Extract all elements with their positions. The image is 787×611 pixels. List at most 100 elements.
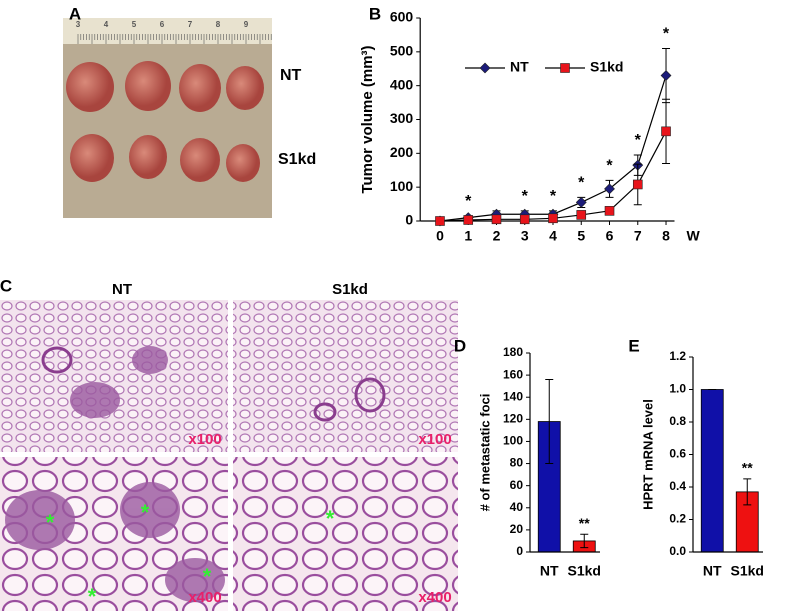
- annotation: *: [522, 188, 529, 205]
- panel-label: E: [628, 336, 639, 355]
- x-axis-label: W: [687, 228, 701, 244]
- ruler-number: 7: [188, 20, 193, 29]
- group-label: NT: [112, 281, 132, 298]
- y-tick-label: 0.4: [669, 479, 686, 493]
- point: [604, 183, 615, 195]
- y-tick-label: 0.2: [669, 512, 686, 526]
- annotation: **: [742, 460, 753, 476]
- y-tick-label: 0.6: [669, 447, 686, 461]
- magnification: x400: [418, 589, 451, 606]
- y-tick-label: 80: [510, 456, 524, 470]
- magnification: x100: [418, 431, 451, 448]
- ruler-number: 3: [76, 20, 81, 29]
- point: [463, 215, 474, 225]
- x-tick-label: 0: [436, 228, 444, 244]
- y-tick-label: 600: [390, 9, 414, 25]
- group-label: S1kd: [332, 281, 368, 298]
- y-tick-label: 40: [510, 500, 524, 514]
- x-tick-label: 1: [464, 228, 472, 244]
- vessels: [41, 346, 386, 422]
- x-tick-label: 5: [577, 228, 585, 244]
- y-tick-label: 200: [390, 144, 414, 160]
- lesion-marker: *: [46, 510, 55, 535]
- annotation: *: [550, 188, 557, 205]
- annotation: *: [635, 132, 642, 149]
- y-tick-label: 100: [503, 434, 523, 448]
- ruler: [63, 18, 272, 44]
- annotation: *: [606, 158, 613, 175]
- y-tick-label: 300: [390, 110, 414, 126]
- point: [660, 70, 672, 81]
- annotation: *: [578, 175, 585, 192]
- micrograph: [233, 300, 458, 452]
- x-tick-label: 4: [549, 228, 557, 244]
- y-axis-label: HPRT mRNA level: [640, 399, 655, 510]
- point: [548, 213, 558, 224]
- legend-marker: [479, 62, 491, 74]
- lesion-marker: *: [141, 500, 150, 525]
- lesions: [5, 346, 225, 602]
- y-axis-label: # of metastatic foci: [477, 394, 492, 512]
- point: [519, 214, 530, 225]
- y-tick-label: 120: [503, 412, 523, 426]
- group-label: S1kd: [278, 151, 316, 168]
- ruler-number: 4: [104, 20, 109, 29]
- x-tick-label: S1kd: [731, 563, 764, 579]
- micrograph: [233, 457, 458, 611]
- ruler-number: 8: [216, 20, 221, 29]
- panel-label: D: [454, 336, 466, 355]
- error-bar: [743, 478, 752, 506]
- ruler-number: 6: [160, 20, 165, 29]
- bar: [700, 389, 724, 553]
- point: [435, 216, 445, 226]
- micrograph: [0, 300, 228, 452]
- panel-label: C: [0, 276, 12, 295]
- lesion-marker: *: [88, 584, 97, 609]
- x-tick-label: 8: [662, 228, 670, 244]
- y-tick-label: 0.0: [669, 544, 686, 558]
- y-tick-label: 180: [503, 345, 523, 359]
- x-tick-label: S1kd: [568, 563, 601, 579]
- point: [575, 196, 587, 208]
- y-tick-label: 60: [510, 478, 524, 492]
- point: [491, 214, 502, 225]
- x-tick-label: NT: [703, 563, 722, 579]
- lesion-marker: *: [326, 506, 335, 531]
- panel-label: A: [69, 4, 81, 23]
- tumors: [66, 61, 264, 182]
- y-tick-label: 1.0: [669, 382, 686, 396]
- annotation: **: [579, 515, 590, 531]
- y-tick-label: 0: [516, 544, 523, 558]
- ruler-number: 5: [132, 20, 137, 29]
- y-tick-label: 160: [503, 367, 523, 381]
- error-bar: [580, 533, 589, 549]
- annotation: *: [465, 193, 472, 210]
- series-line: [439, 131, 667, 222]
- y-tick-label: 140: [503, 389, 523, 403]
- panel-label: B: [369, 4, 381, 23]
- y-tick-label: 500: [390, 43, 414, 59]
- legend-label: S1kd: [590, 59, 623, 75]
- ruler-number: 9: [244, 20, 249, 29]
- legend-label: NT: [510, 59, 529, 75]
- y-axis-label: Tumor volume (mm³): [359, 45, 376, 193]
- legend-marker: [560, 63, 570, 73]
- magnification: x400: [188, 589, 221, 606]
- x-tick-label: 6: [606, 228, 614, 244]
- y-tick-label: 20: [510, 522, 524, 536]
- annotation: *: [663, 26, 670, 43]
- x-tick-label: 7: [634, 228, 642, 244]
- x-tick-label: 2: [493, 228, 501, 244]
- y-tick-label: 0.8: [669, 414, 686, 428]
- point: [604, 206, 615, 216]
- group-label: NT: [280, 67, 302, 84]
- y-tick-label: 0: [405, 212, 413, 228]
- photo: [63, 18, 272, 218]
- point: [576, 210, 587, 220]
- point: [632, 179, 643, 190]
- lesion-marker: *: [203, 564, 212, 589]
- x-tick-label: 3: [521, 228, 529, 244]
- error-bar: [545, 379, 554, 465]
- magnification: x100: [188, 431, 221, 448]
